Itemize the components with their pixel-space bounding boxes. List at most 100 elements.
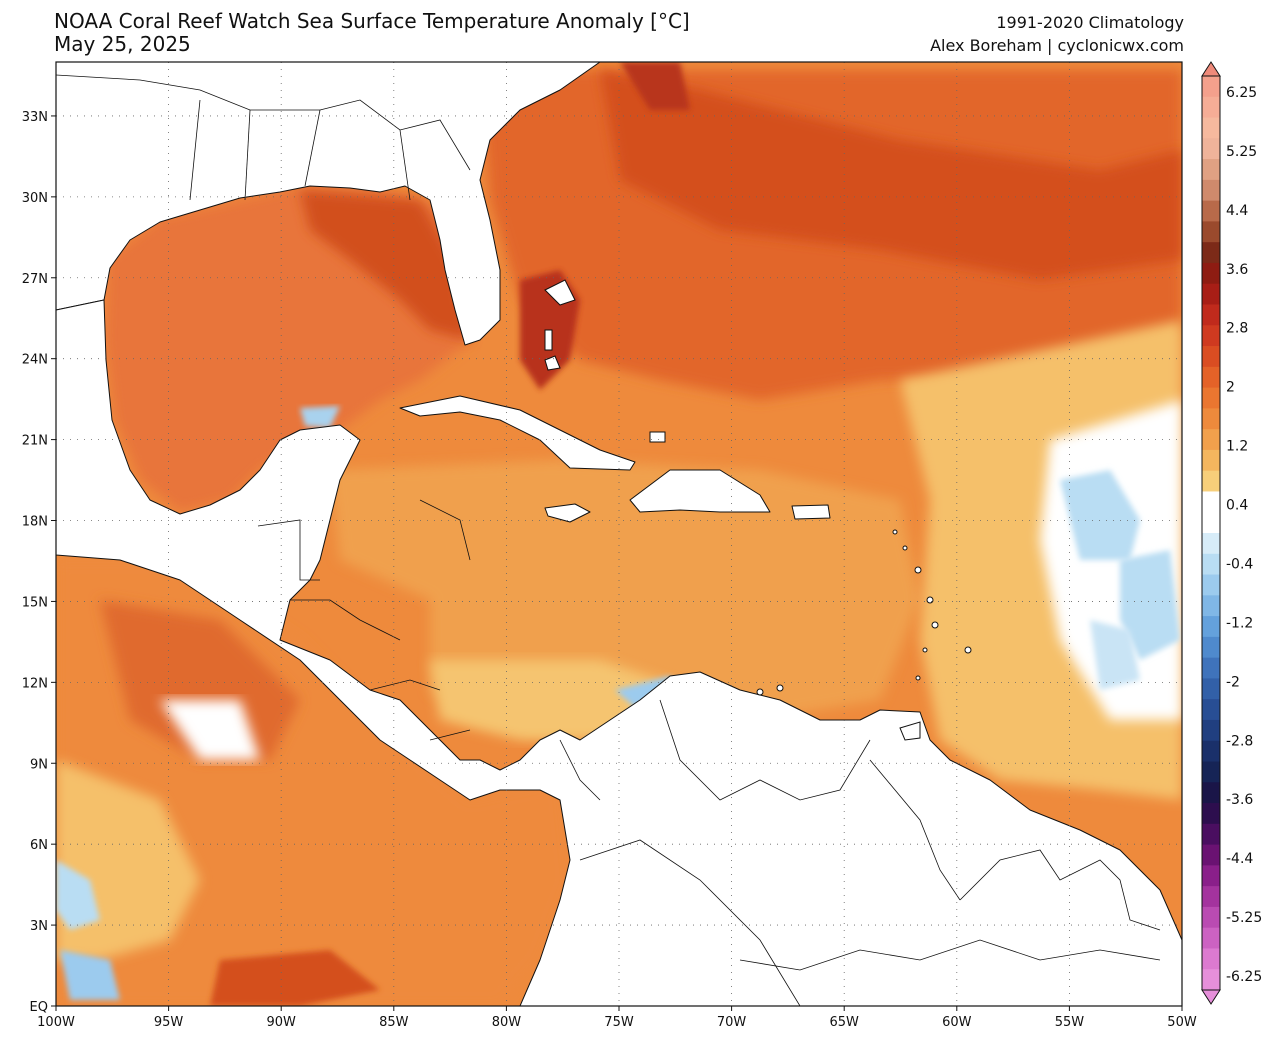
colorbar-label: 0.4 [1226, 498, 1248, 514]
grenada-island [915, 675, 921, 681]
colorbar-swatch [1202, 366, 1220, 389]
colorbar-swatch [1202, 449, 1220, 472]
cool-anomaly-patch-1 [1060, 470, 1140, 560]
colorbar-swatch [1202, 886, 1220, 908]
colorbar-swatch [1202, 262, 1220, 285]
colorbar-swatch [1202, 865, 1220, 887]
lat-tick-label: 12N [22, 676, 48, 691]
atlantic-hot-band [600, 70, 1182, 280]
lat-tick-label: 27N [22, 272, 48, 287]
us-southeast-land [56, 62, 601, 346]
lat-tick-label: 9N [30, 757, 48, 772]
colorbar-swatch [1202, 553, 1220, 576]
colorbar-swatch [1202, 782, 1220, 804]
pacific-hot-spot [210, 950, 380, 1006]
map-title: NOAA Coral Reef Watch Sea Surface Temper… [54, 9, 690, 33]
cool-anomaly-yucatan [300, 406, 340, 428]
colorbar-swatch [1202, 512, 1220, 534]
bahamas-island-2 [544, 329, 553, 351]
cuba-land [399, 395, 636, 471]
gulf-hot-region [300, 190, 470, 340]
us-state-border-2 [189, 99, 201, 201]
colorbar-swatch [1202, 803, 1220, 825]
colorbar-swatch [1202, 927, 1220, 949]
colorbar-swatch [1202, 470, 1220, 492]
colorbar-swatch [1202, 906, 1220, 929]
jamaica-land [544, 503, 591, 523]
colorbar-label: 2.8 [1226, 321, 1248, 337]
pacific-cool-patch-1 [56, 860, 100, 930]
colorbar-label: 3.6 [1226, 262, 1248, 278]
cool-anomaly-patch-2 [1120, 550, 1180, 660]
colorbar-swatch [1202, 616, 1220, 638]
colorbar-swatch [1202, 304, 1220, 326]
colombia-south-border [579, 839, 801, 1006]
abc-island-2 [776, 684, 784, 692]
colorbar-label: 4.4 [1226, 203, 1248, 219]
pacific-neutral-patch [160, 700, 260, 760]
antilles-island-2 [902, 545, 908, 551]
colorbar-swatch [1202, 678, 1220, 700]
lat-tick-label: 6N [30, 838, 48, 853]
lon-tick-label: 90W [266, 1015, 296, 1030]
lon-tick-label: 75W [604, 1015, 634, 1030]
small-islands [544, 279, 972, 741]
colorbar-swatch [1202, 533, 1220, 555]
antilles-island-5 [931, 621, 939, 629]
colombia-venezuela-border [659, 699, 871, 801]
country-borders [56, 74, 1161, 1006]
colorbar: 6.25 5.25 4.4 3.6 2.8 2 1.2 0.4 -0.4 -1.2 -2 -2.8 -3… [1201, 61, 1262, 1005]
colorbar-swatch [1202, 221, 1220, 243]
colorbar-label: -4.4 [1226, 851, 1253, 867]
lat-tick-label: 18N [22, 515, 48, 530]
barbados-island [964, 646, 972, 654]
central-south-america-land [56, 299, 1182, 1006]
us-state-border-4 [304, 109, 321, 187]
lon-tick-label: 65W [829, 1015, 859, 1030]
lon-tick-label: 95W [154, 1015, 184, 1030]
colorbar-swatch [1202, 325, 1220, 347]
colorbar-frame [1201, 75, 1221, 991]
colombia-panama-border [559, 739, 601, 801]
antilles-island-6 [922, 647, 928, 653]
us-state-border-5 [399, 129, 411, 201]
lat-tick-label: 30N [22, 191, 48, 206]
colorbar-swatch [1202, 719, 1220, 742]
brazil-border [739, 939, 1161, 971]
colorbar-label: -2.8 [1226, 733, 1253, 749]
lon-tick-label: 70W [717, 1015, 747, 1030]
colorbar-swatch [1202, 823, 1220, 846]
nicaragua-border [369, 679, 441, 691]
colorbar-swatch [1202, 636, 1220, 659]
lon-tick-label: 50W [1167, 1015, 1197, 1030]
bahamas-island-3 [544, 355, 561, 371]
puerto-rico-land [791, 504, 831, 520]
venezuela-guyana-border [869, 759, 961, 901]
colorbar-swatch [1202, 346, 1220, 368]
colorbar-label: 2 [1226, 380, 1235, 396]
colorbar-swatch [1202, 283, 1220, 305]
lat-tick-label: 33N [22, 110, 48, 125]
pacific-cool-patch-2 [60, 950, 120, 1000]
colorbar-bottom-arrow [1201, 989, 1221, 1005]
colorbar-swatch [1202, 242, 1220, 264]
lon-tick-label: 55W [1055, 1015, 1085, 1030]
longitude-axis: 100W 95W 90W 85W 80W 75W 70W 65W 60W 55W 50W [37, 1006, 1197, 1030]
lon-tick-label: 100W [37, 1015, 75, 1030]
turks-island [649, 431, 666, 443]
suriname-guiana-border [1079, 859, 1161, 931]
colorbar-label: 1.2 [1226, 439, 1248, 455]
colorbar-swatch [1202, 96, 1220, 119]
guyana-suriname-border [959, 849, 1081, 901]
colorbar-swatch [1202, 159, 1220, 181]
credit-label: Alex Boreham | cyclonicwx.com [930, 36, 1184, 55]
colorbar-swatch [1202, 574, 1220, 596]
colorbar-label: -1.2 [1226, 615, 1253, 631]
colorbar-swatch [1202, 595, 1220, 617]
colorbar-label: -0.4 [1226, 556, 1253, 572]
map-date: May 25, 2025 [54, 32, 191, 56]
colorbar-swatch [1202, 740, 1220, 762]
colorbar-swatch [1202, 117, 1220, 139]
lat-tick-label: 21N [22, 434, 48, 449]
colorbar-swatch [1202, 138, 1220, 160]
